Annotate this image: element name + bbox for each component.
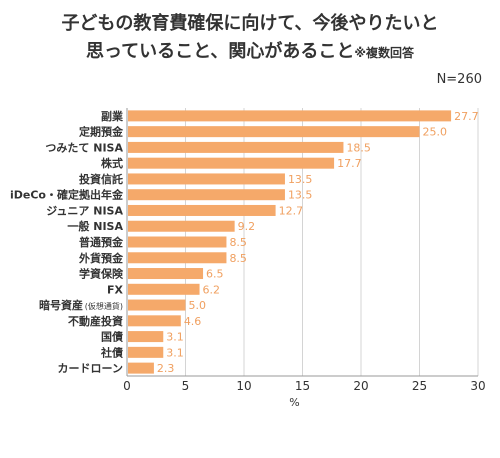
chart-title-note: ※複数回答	[354, 46, 415, 60]
bar	[128, 346, 164, 358]
value-label: 3.1	[166, 346, 184, 359]
bar	[128, 189, 285, 201]
category-label: 株式	[101, 156, 123, 170]
value-label: 12.7	[279, 204, 304, 217]
category-label: FX	[107, 283, 124, 296]
value-label: 17.7	[337, 157, 362, 170]
bar	[128, 157, 335, 169]
value-label: 9.2	[238, 220, 256, 233]
x-tick-label: 10	[236, 379, 251, 393]
bar	[128, 315, 181, 327]
category-label: つみたて NISA	[45, 141, 123, 154]
bar	[128, 331, 164, 343]
category-label: 普通預金	[79, 235, 124, 249]
value-label: 4.6	[184, 315, 202, 328]
x-tick-label: 0	[123, 379, 131, 393]
chart-title-line1: 子どもの教育費確保に向けて、今後やりたいと	[61, 13, 439, 34]
chart-title-line2-wrap: 思っていること、関心があること※複数回答	[0, 38, 500, 67]
bar	[128, 110, 452, 122]
x-tick-label: 25	[412, 379, 427, 393]
bar	[128, 126, 420, 138]
bar	[128, 362, 154, 374]
value-label: 5.0	[189, 299, 207, 312]
value-label: 18.5	[346, 141, 371, 154]
value-label: 6.5	[206, 268, 224, 281]
bar	[128, 252, 227, 264]
category-label: 投資信託	[79, 172, 123, 186]
value-label: 13.5	[288, 189, 313, 202]
bar	[128, 299, 186, 311]
value-label: 6.2	[203, 283, 221, 296]
category-label: 社債	[100, 345, 123, 359]
bar	[128, 141, 344, 153]
sample-size-label: N=260	[436, 72, 482, 87]
value-label: 8.5	[229, 252, 247, 265]
x-tick-label: 20	[353, 379, 368, 393]
value-label: 27.7	[454, 110, 479, 123]
category-note: (仮想通貨)	[85, 301, 123, 311]
category-label: 定期預金	[79, 125, 124, 139]
chart-title-line2: 思っていること、関心があること	[85, 41, 355, 62]
x-tick-label: 15	[295, 379, 310, 393]
bar	[128, 204, 276, 216]
category-label: iDeCo・確定拠出年金	[10, 188, 124, 202]
value-label: 13.5	[288, 173, 313, 186]
category-label: カードローン	[58, 362, 123, 375]
value-label: 25.0	[423, 126, 448, 139]
category-label: 国債	[101, 330, 123, 344]
value-label: 2.3	[157, 362, 175, 375]
x-axis-label: %	[289, 396, 299, 409]
category-label: 暗号資産	[39, 298, 83, 312]
category-label: 外貨預金	[78, 251, 124, 265]
bar	[128, 220, 235, 232]
value-label: 3.1	[166, 331, 184, 344]
x-tick-label: 30	[470, 379, 485, 393]
bar	[128, 268, 204, 280]
bar	[128, 283, 200, 295]
x-tick-label: 5	[182, 379, 190, 393]
chart-title: 子どもの教育費確保に向けて、今後やりたいと 思っていること、関心があること※複数…	[0, 10, 500, 67]
category-label: 副業	[101, 109, 124, 123]
bar	[128, 236, 227, 248]
category-label: 学資保険	[79, 267, 124, 281]
value-label: 8.5	[229, 236, 247, 249]
bar	[128, 173, 285, 185]
category-label: 不動産投資	[68, 314, 123, 328]
category-label: 一般 NISA	[67, 219, 123, 233]
category-label: ジュニア NISA	[46, 204, 123, 217]
